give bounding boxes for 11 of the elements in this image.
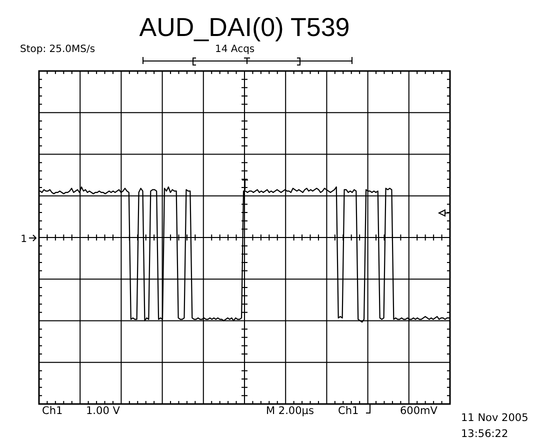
text: 11 Nov 2005 xyxy=(461,412,528,424)
text: M 2.00µs xyxy=(266,405,314,417)
text: 13:56:22 xyxy=(461,428,508,439)
chart-title: AUD_DAI(0) T539 xyxy=(139,12,350,42)
text: Stop: 25.0MS/s xyxy=(20,44,96,55)
text: Ch1 xyxy=(338,405,359,417)
text: 14 Acqs xyxy=(215,44,255,55)
text: 600mV xyxy=(400,405,438,417)
text: Ch1 xyxy=(42,405,63,417)
text: 1 xyxy=(20,234,27,245)
text: 1.00 V xyxy=(86,405,121,417)
